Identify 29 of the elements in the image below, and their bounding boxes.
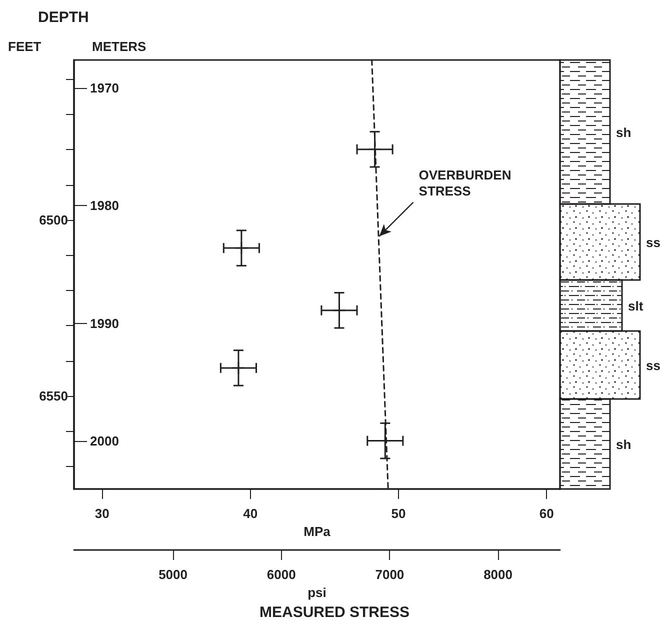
y-tick-label: 1990: [90, 316, 119, 331]
x2-tick-label: 7000: [375, 567, 404, 582]
x-tick-label: 50: [391, 506, 406, 521]
y-axis-title: METERS: [92, 39, 146, 54]
x2-tick-label: 6000: [266, 567, 296, 582]
point: [232, 362, 244, 374]
x-tick-label: 30: [94, 506, 110, 521]
point: [235, 242, 248, 254]
text: sh: [616, 437, 632, 452]
y-tick-label: 2000: [90, 433, 119, 448]
y2-tick-label: 6500: [39, 212, 68, 228]
x2-tick-label: 5000: [158, 567, 188, 582]
text: ss: [646, 358, 660, 373]
y2-tick-label: 6550: [39, 388, 68, 404]
text: sh: [616, 125, 632, 140]
x-axis-title: MPa: [304, 524, 332, 539]
text: ss: [646, 235, 660, 250]
x-tick-label: 40: [243, 506, 258, 521]
annotation: OVERBURDEN STRESS: [418, 167, 512, 198]
y-tick-label: 1980: [90, 198, 119, 214]
point: [333, 304, 346, 316]
chart-title: DEPTH: [38, 9, 89, 26]
y-tick-label: 1970: [90, 80, 119, 96]
text: MEASURED STRESS: [259, 604, 410, 621]
text: slt: [628, 298, 644, 314]
x2-axis-title: psi: [308, 584, 326, 600]
x2-tick-label: 8000: [484, 567, 512, 582]
x-tick-label: 60: [539, 506, 554, 521]
y2-axis-title: FEET: [8, 39, 42, 54]
